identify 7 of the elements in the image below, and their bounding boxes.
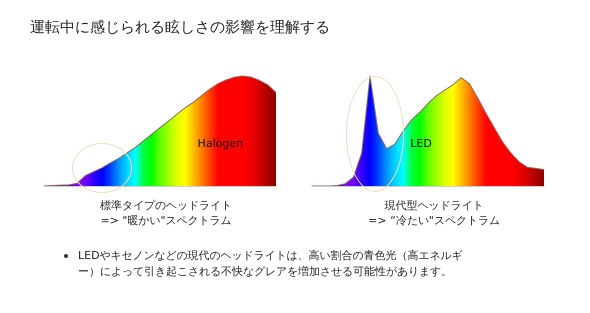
chart-title: 運転中に感じられる眩しさの影響を理解する	[30, 18, 330, 37]
annotation: LED	[410, 137, 432, 150]
text: => "暖かい"スペクトラム	[100, 214, 232, 227]
text: 現代型ヘッドライト	[384, 199, 484, 212]
text: 標準タイプのヘッドライト	[100, 199, 232, 212]
text: => “冷たい"スペクトラム	[368, 214, 500, 227]
text: LEDやキセノンなどの現代のヘッドライトは、高い割合の青色光（高エネルギー）によって引き起こされる不快なグレアを増加させる可能性があります。	[78, 248, 464, 280]
